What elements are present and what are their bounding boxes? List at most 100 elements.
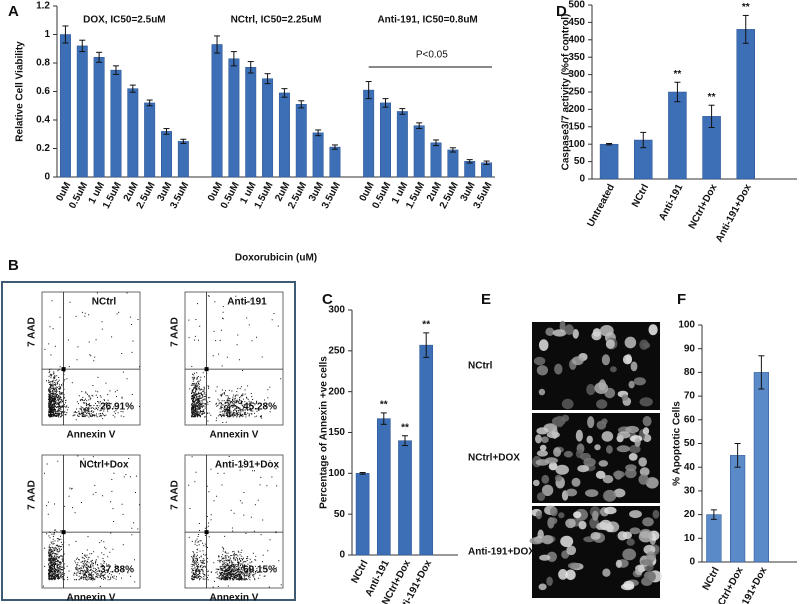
nucleus	[601, 431, 614, 442]
nucleus	[560, 535, 574, 548]
nucleus	[541, 474, 550, 484]
x-tick-label: NCtrl	[701, 565, 722, 592]
nucleus	[541, 535, 554, 545]
nucleus	[561, 414, 570, 422]
y-tick-label: 90	[684, 343, 696, 354]
bar	[447, 149, 459, 178]
y-tick-label: 50	[684, 438, 696, 449]
nucleus	[630, 361, 638, 372]
bar	[228, 58, 240, 178]
y-tick-label: 200	[568, 104, 585, 115]
panel-b-frame	[1, 281, 296, 601]
nucleus	[572, 329, 579, 339]
panel-label: F	[677, 291, 686, 308]
nucleus	[642, 517, 654, 527]
nucleus	[629, 510, 642, 519]
micrograph-label: Anti-191+DOX	[468, 547, 535, 558]
y-tick-label: 450	[568, 17, 585, 28]
nucleus	[541, 436, 549, 444]
error-bar	[359, 472, 366, 475]
error-bar	[247, 61, 254, 74]
error-bar	[433, 139, 440, 147]
y-tick-label: 100	[678, 320, 695, 331]
nucleus	[565, 569, 576, 581]
nucleus	[575, 429, 584, 442]
nucleus	[624, 336, 637, 349]
error-bar	[281, 88, 288, 98]
y-tick-label: 0	[44, 172, 50, 183]
bar	[278, 92, 290, 178]
y-tick-label: 350	[568, 52, 585, 63]
nucleus	[537, 529, 544, 540]
nucleus	[538, 583, 547, 591]
bar	[464, 161, 476, 178]
nucleus	[536, 492, 546, 501]
bar	[245, 67, 257, 178]
nucleus	[561, 398, 574, 410]
nucleus	[558, 512, 565, 519]
error-bar	[734, 443, 741, 468]
nucleus	[595, 470, 606, 479]
plot-title: NCtrl	[92, 297, 117, 308]
nucleus	[599, 325, 614, 337]
nucleus	[587, 416, 595, 429]
nucleus	[642, 416, 652, 427]
nucleus	[643, 434, 652, 443]
x-tick-label: Anti-191+Dox	[714, 182, 754, 244]
nucleus	[549, 517, 558, 525]
nucleus	[541, 484, 554, 496]
bar	[76, 45, 88, 178]
group-title: NCtrl, IC50=2.25uM	[231, 15, 322, 26]
bar	[376, 418, 391, 556]
y-tick-label: 0.4	[36, 115, 50, 126]
nucleus	[573, 511, 582, 519]
significance: **	[674, 69, 682, 80]
nucleus	[615, 559, 623, 569]
error-bar	[264, 73, 271, 85]
y-tick-label: 0.2	[36, 143, 50, 154]
y-tick-label: 150	[568, 121, 585, 132]
nucleus	[628, 453, 638, 461]
nucleus	[621, 394, 629, 401]
nucleus	[603, 489, 617, 502]
nucleus	[564, 324, 574, 336]
x-tick-label: Untreated	[585, 182, 617, 228]
error-bar	[180, 138, 187, 145]
nucleus	[652, 509, 660, 519]
y-tick-label: 0	[339, 550, 345, 561]
error-bar	[742, 14, 749, 44]
error-bar	[483, 160, 490, 165]
nucleus	[585, 489, 599, 497]
bar	[93, 57, 105, 178]
error-bar	[708, 104, 715, 128]
y-axis-label: 7 AAD	[27, 317, 38, 347]
y-tick-label: 80	[684, 367, 696, 378]
y-tick-label: 300	[568, 69, 585, 80]
nucleus	[529, 537, 544, 545]
nucleus	[629, 527, 641, 535]
nucleus	[532, 479, 540, 487]
panel-label: B	[8, 257, 19, 274]
nucleus	[601, 418, 608, 425]
error-bar	[710, 509, 717, 520]
nucleus	[622, 548, 637, 561]
significance: **	[708, 92, 716, 103]
nucleus	[568, 562, 580, 569]
nucleus	[577, 465, 590, 473]
bar	[161, 131, 172, 178]
nucleus	[571, 356, 584, 366]
x-axis-label: Annexin V	[67, 430, 116, 441]
x-axis-label: Annexin V	[210, 430, 259, 441]
nucleus	[628, 380, 635, 389]
significance: **	[742, 2, 750, 13]
event-dots	[188, 295, 282, 423]
nucleus	[578, 520, 587, 530]
nucleus	[539, 554, 551, 561]
nucleus	[546, 431, 560, 439]
error-bar	[466, 159, 473, 164]
nucleus	[594, 382, 609, 394]
nucleus	[642, 342, 651, 349]
y-tick-label: 10	[684, 533, 696, 544]
error-bar	[365, 81, 372, 100]
